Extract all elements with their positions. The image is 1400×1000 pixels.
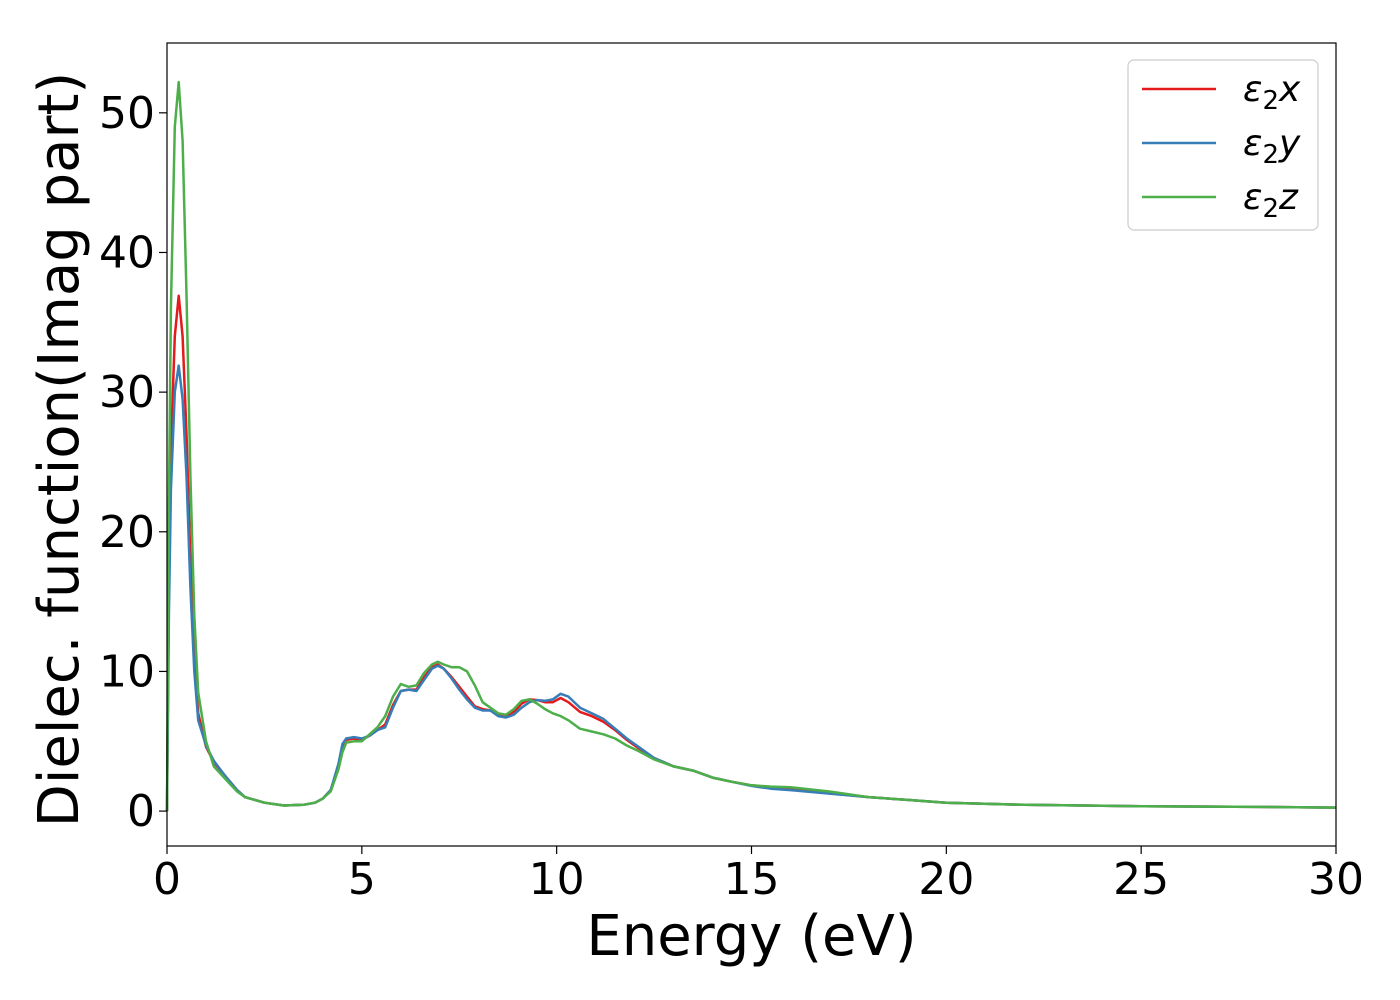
y-tick-label: 0: [127, 786, 155, 837]
x-tick-label: 30: [1308, 854, 1364, 905]
x-tick-label: 10: [529, 854, 585, 905]
x-axis-ticks: 0 5 10 15 20 25 30: [153, 846, 1364, 905]
y-tick-label: 40: [99, 227, 155, 278]
x-tick-label: 25: [1113, 854, 1169, 905]
series-layer: [165, 80, 1337, 812]
x-tick-label: 5: [348, 854, 376, 905]
y-tick-label: 10: [99, 646, 155, 697]
y-axis-ticks: 0 10 20 30 40 50: [99, 88, 167, 837]
legend-label: ε2y: [1243, 123, 1301, 170]
y-tick-label: 20: [99, 507, 155, 558]
legend: ε2x ε2y ε2z: [1127, 59, 1319, 231]
legend-label: ε2x: [1243, 69, 1301, 116]
y-tick-label: 30: [99, 367, 155, 418]
x-tick-label: 20: [918, 854, 974, 905]
series-line-z: [165, 80, 1337, 812]
x-tick-label: 0: [153, 854, 181, 905]
x-axis-title: Energy (eV): [586, 904, 916, 969]
x-tick-label: 15: [724, 854, 780, 905]
legend-label: ε2z: [1243, 177, 1299, 224]
y-tick-label: 50: [99, 88, 155, 139]
legend-box: [1127, 59, 1319, 231]
y-axis-title: Dielec. function(Imag part): [27, 72, 92, 828]
